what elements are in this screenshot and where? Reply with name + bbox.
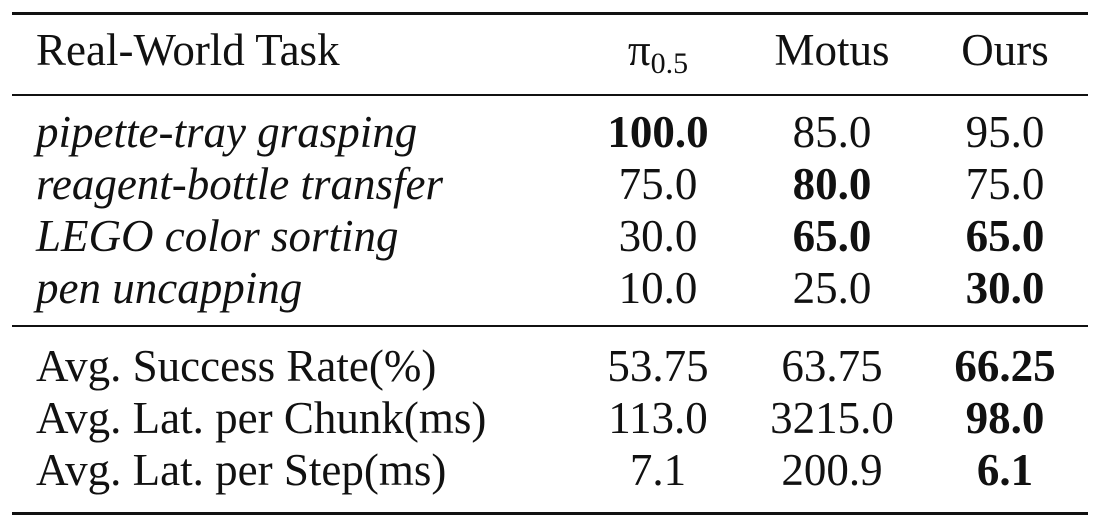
task-name: pipette-tray grasping	[36, 107, 418, 157]
value-cell: 30.0	[965, 263, 1045, 313]
value-cell: 3215.0	[770, 393, 894, 443]
value-cell: 100.0	[607, 107, 709, 157]
value-cell: 95.0	[965, 107, 1045, 157]
header-cell: π0.5	[573, 24, 743, 80]
value-cell: 75.0	[965, 159, 1045, 209]
header-subscript: 0.5	[650, 47, 689, 80]
value-cell: 65.0	[965, 211, 1045, 261]
value-cell: 65.0	[792, 211, 872, 261]
header-cell: Real-World Task	[36, 25, 340, 75]
metric-name: Avg. Lat. per Chunk(ms)	[36, 393, 487, 443]
value-cell: 7.1	[629, 445, 687, 495]
value-cell: 200.9	[781, 445, 883, 495]
header-cell: Ours	[961, 25, 1049, 75]
value-cell: 6.1	[976, 445, 1034, 495]
bottom-rule	[12, 512, 1088, 515]
value-cell: 85.0	[792, 107, 872, 157]
task-name: pen uncapping	[36, 263, 303, 313]
value-cell: 80.0	[792, 159, 872, 209]
value-cell: 113.0	[608, 393, 708, 443]
value-cell: 75.0	[618, 159, 698, 209]
metric-name: Avg. Lat. per Step(ms)	[36, 445, 447, 495]
value-cell: 25.0	[792, 263, 872, 313]
header-rule	[12, 94, 1088, 96]
value-cell: 98.0	[965, 393, 1045, 443]
value-cell: 53.75	[607, 341, 709, 391]
value-cell: 66.25	[954, 341, 1056, 391]
value-cell: 30.0	[618, 211, 698, 261]
mid-rule	[12, 325, 1088, 327]
header-symbol: π	[627, 25, 651, 75]
task-name: LEGO color sorting	[36, 211, 399, 261]
task-name: reagent-bottle transfer	[36, 159, 444, 209]
value-cell: 63.75	[781, 341, 883, 391]
metric-name: Avg. Success Rate(%)	[36, 341, 437, 391]
header-cell: Motus	[774, 25, 890, 75]
value-cell: 10.0	[618, 263, 698, 313]
top-rule	[12, 12, 1088, 15]
